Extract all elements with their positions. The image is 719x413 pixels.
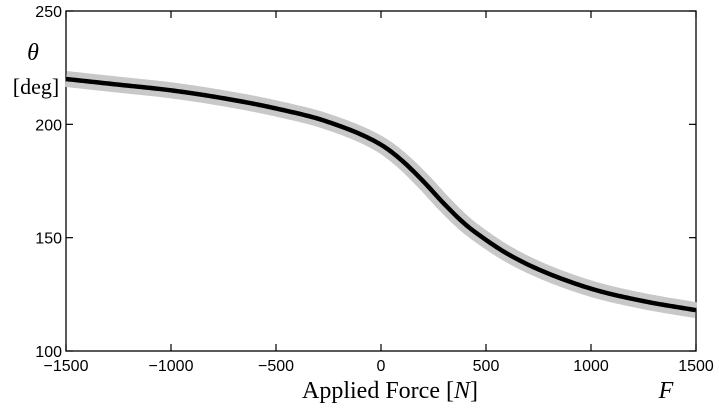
y-tick-label: 250 [35,4,62,21]
y-axis-unit-label: [deg] [13,74,59,99]
y-tick-label: 200 [35,117,62,134]
confidence-band-layer [60,71,702,319]
x-tick-label: −500 [258,358,294,375]
x-tick-label: −1000 [149,358,194,375]
x-tick-label: 1500 [678,358,714,375]
x-tick-label: 500 [473,358,500,375]
y-tick-label: 150 [35,231,62,248]
x-axis-label-close: ] [470,378,478,404]
x-tick-label: 1000 [573,358,609,375]
y-axis-ticks: 100 150 200 250 [35,4,696,361]
series-line [65,76,697,313]
y-axis-label: θ [27,40,39,66]
x-axis-label: Applied Force [N] [302,378,478,404]
x-axis-label-text: Applied Force [ [302,378,454,404]
x-axis-label-unit: N [453,378,472,404]
x-tick-label: 0 [377,358,386,375]
plot-area-frame [65,10,697,352]
x-tick-label: −1500 [44,358,89,375]
series-line-layer [65,76,697,313]
x-axis-variable-label: F [658,378,674,404]
y-tick-label: 100 [35,344,62,361]
x-axis-ticks: −1500 −1000 −500 0 500 1000 1500 [44,11,714,375]
series-band [60,71,702,319]
